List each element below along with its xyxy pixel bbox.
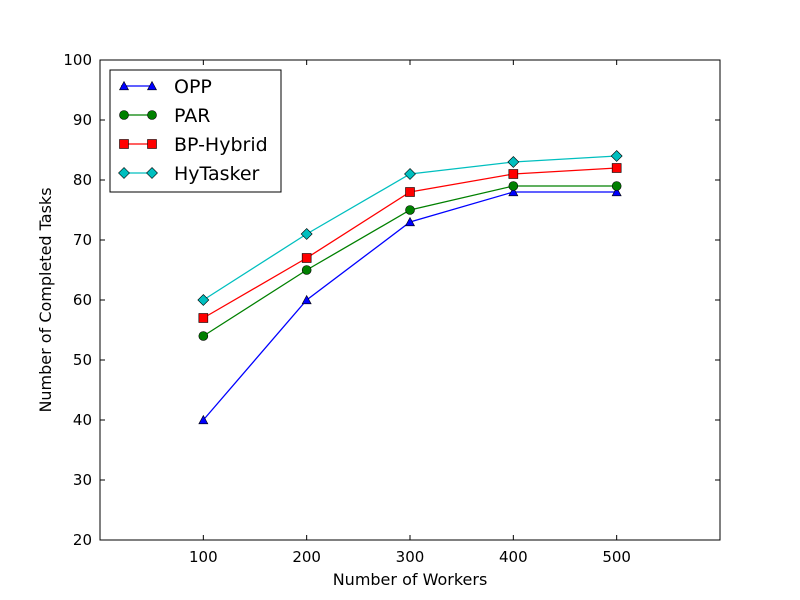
y-tick-label: 70 [73,231,92,249]
data-point [301,294,312,305]
legend-item: HyTasker [118,163,260,185]
x-tick-label: 200 [292,548,321,566]
data-point [300,228,313,240]
y-tick-label: 50 [73,351,92,369]
data-point [198,313,209,323]
data-point [197,294,210,306]
legend-marker [118,167,130,179]
legend-box [109,69,282,193]
data-point [198,414,209,425]
data-point [405,187,415,197]
legend-item: OPP [118,76,212,98]
x-tick-label: 100 [189,548,218,566]
axis-ticks: 100 200 300 400 500 20 30 40 50 60 70 80 90 100 [63,51,720,566]
legend: OPP PAR BP-Hybrid HyTasker [109,69,282,193]
y-tick-label: 40 [73,411,92,429]
legend-marker [119,110,129,120]
data-point [405,205,415,215]
data-point [508,169,519,179]
legend-label: BP-Hybrid [174,134,268,156]
data-point [508,181,519,191]
y-tick-label: 60 [73,291,92,309]
data-point [611,163,622,173]
y-tick-label: 80 [73,171,92,189]
series-opp [198,186,622,425]
series-bp-hybrid [198,163,622,323]
x-axis-title: Number of Workers [333,570,488,589]
legend-item: PAR [119,105,210,127]
y-tick-label: 100 [63,51,92,69]
data-point [611,181,622,191]
series-hytasker [197,150,623,306]
y-tick-label: 20 [73,531,92,549]
plot-layer [197,150,623,425]
legend-marker [146,80,158,91]
y-tick-label: 90 [73,111,92,129]
legend-label: HyTasker [174,163,260,185]
data-point [611,186,622,197]
legend-label: OPP [174,76,212,98]
data-point [507,156,520,168]
data-point [404,216,416,227]
legend-item: BP-Hybrid [119,134,268,156]
legend-label: PAR [174,105,210,127]
legend-marker [147,110,157,120]
legend-marker [146,167,158,179]
data-point [198,331,209,341]
y-tick-label: 30 [73,471,92,489]
series-par [198,181,622,341]
x-tick-label: 300 [396,548,425,566]
data-point [610,150,623,162]
y-axis-title: Number of Completed Tasks [36,187,55,412]
data-point [508,186,519,197]
data-point [404,168,416,180]
data-point [301,265,312,275]
x-tick-label: 500 [602,548,631,566]
legend-marker [118,80,130,91]
legend-marker [119,139,129,149]
legend-marker [147,139,157,149]
data-point [301,253,312,263]
x-tick-label: 400 [499,548,528,566]
